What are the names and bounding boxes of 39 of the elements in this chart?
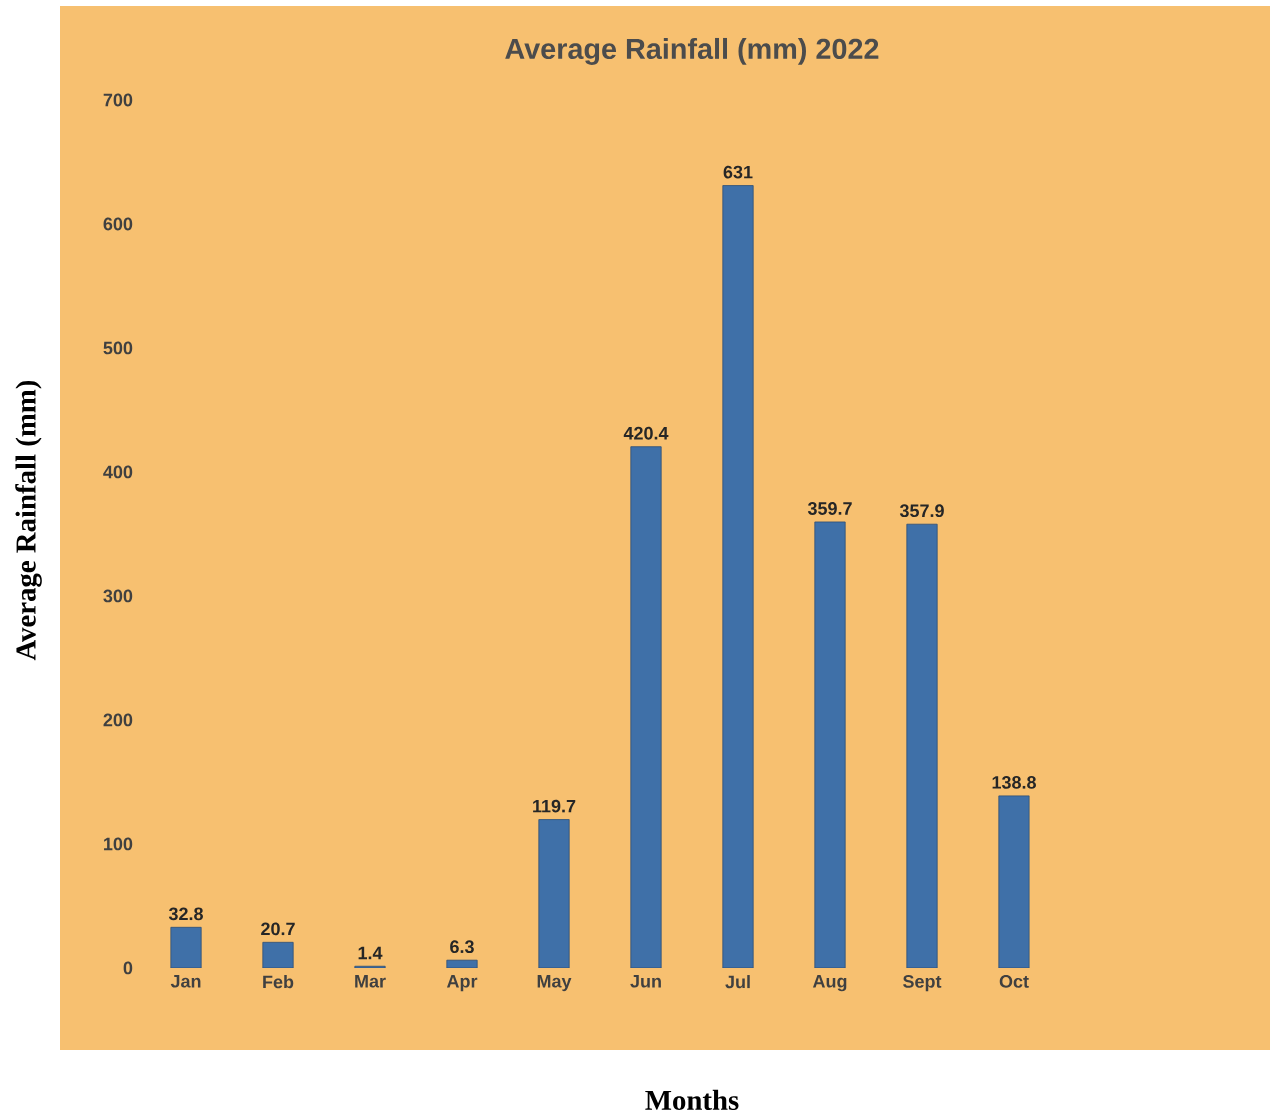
data-label: 359.7 (807, 502, 852, 515)
bar (630, 446, 662, 968)
y-tick-label: 700 (103, 93, 133, 107)
x-tick-label: Jan (170, 975, 201, 988)
y-tick-label: 100 (104, 837, 133, 851)
bar (170, 926, 202, 968)
bar (262, 941, 294, 968)
x-tick-label: Aug (812, 975, 847, 992)
data-label: 119.7 (533, 799, 576, 813)
y-tick-label: 200 (103, 713, 133, 727)
x-tick-label: Feb (263, 975, 294, 989)
y-tick-label: 600 (103, 217, 133, 231)
y-tick-label: 300 (103, 589, 133, 603)
bar (722, 185, 754, 968)
data-label: 20.7 (261, 922, 295, 936)
y-tick-label: 0 (123, 961, 133, 975)
chart-title: Average Rainfall (mm) 2022 (505, 37, 879, 65)
data-label: 6.3 (450, 940, 474, 954)
x-tick-label: Jun (630, 975, 661, 988)
y-tick-label: 500 (103, 341, 133, 355)
x-tick-label: Apr (446, 975, 478, 992)
x-tick-label: Sept (903, 975, 942, 992)
x-tick-label: May (537, 975, 572, 992)
bar (906, 523, 938, 968)
data-label: 1.4 (358, 946, 383, 960)
data-label: 138.8 (992, 776, 1036, 789)
x-tick-label: Mar (355, 975, 386, 988)
bar (998, 795, 1030, 968)
x-axis-title: Months (645, 1089, 739, 1111)
data-label: 32.8 (168, 907, 203, 921)
x-tick-label: Jul (725, 975, 750, 989)
bar (814, 521, 846, 968)
x-tick-label: Oct (999, 975, 1029, 988)
data-label: 357.9 (899, 504, 944, 518)
data-label: 420.4 (623, 426, 669, 440)
y-axis-title: Average Rainfall (mm) (15, 380, 42, 661)
y-tick-label: 400 (103, 465, 133, 479)
data-label: 631 (723, 165, 753, 179)
bar (538, 819, 570, 968)
